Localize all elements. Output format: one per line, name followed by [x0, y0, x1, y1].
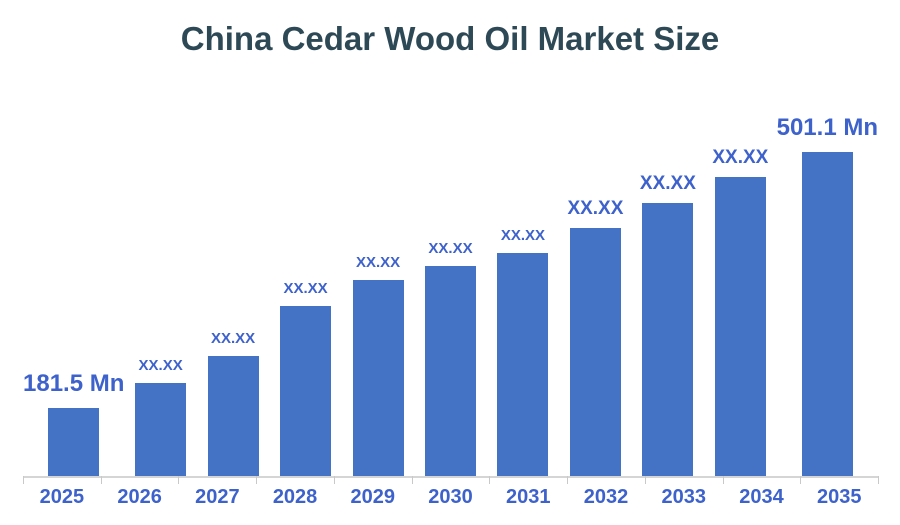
- x-axis-label: 2035: [816, 486, 862, 508]
- chart-title: China Cedar Wood Oil Market Size: [180, 20, 720, 57]
- bar: [569, 228, 621, 477]
- x-axis-tick: [256, 476, 258, 484]
- x-axis-label: 2034: [739, 486, 784, 508]
- bar: [280, 306, 332, 477]
- x-axis-label: 2026: [117, 486, 162, 508]
- x-axis-label: 2030: [428, 486, 473, 508]
- bar-value-label: XX.XX: [428, 240, 473, 257]
- x-axis-label: 2033: [661, 486, 706, 508]
- x-axis-label: 2025: [39, 486, 85, 508]
- x-axis-label: 2027: [195, 486, 240, 508]
- x-axis-tick: [411, 476, 413, 484]
- x-axis-tick: [644, 476, 646, 484]
- bar-group: XX.XX: [487, 77, 559, 477]
- bar: [207, 356, 259, 477]
- x-axis-tick: [567, 476, 569, 484]
- bar-group: XX.XX: [704, 77, 776, 477]
- bar-value-label: XX.XX: [355, 254, 401, 271]
- bar-value-label: XX.XX: [567, 198, 624, 219]
- x-axis-tick: [878, 476, 879, 484]
- bar-group: XX.XX: [342, 77, 414, 477]
- x-axis-tick: [23, 476, 24, 484]
- bar-group: XX.XX: [414, 77, 486, 477]
- x-axis-tick: [178, 476, 180, 484]
- x-axis-line: [23, 476, 878, 478]
- bar-value-label: XX.XX: [211, 330, 256, 347]
- x-axis-label: 2031: [506, 486, 551, 508]
- x-axis-tick: [333, 476, 335, 484]
- x-axis-label: 2032: [583, 486, 629, 508]
- bar-group: XX.XX: [269, 77, 341, 477]
- bar: [714, 177, 766, 477]
- bar-value-label: XX.XX: [712, 147, 769, 168]
- bar: [48, 408, 100, 477]
- bar-group: XX.XX: [632, 77, 704, 477]
- bar-value-label: 181.5 Mn: [23, 370, 125, 397]
- x-axis-tick: [722, 476, 724, 484]
- bar: [642, 203, 694, 477]
- bar-group: XX.XX: [124, 77, 196, 477]
- x-axis-tick: [800, 476, 802, 484]
- bar-value-label: XX.XX: [500, 227, 546, 244]
- bar-group: 181.5 Mn: [23, 77, 124, 477]
- bar-value-label: XX.XX: [138, 357, 183, 374]
- bar-group: XX.XX: [559, 77, 631, 477]
- bar: [135, 383, 187, 477]
- x-axis-label: 2028: [272, 486, 318, 508]
- bar: [352, 280, 404, 477]
- x-axis-tick: [489, 476, 491, 484]
- x-axis-label: 2029: [350, 486, 396, 508]
- bar-group: XX.XX: [197, 77, 269, 477]
- x-axis-tick: [100, 476, 102, 484]
- plot-area: 181.5 Mn XX.XX XX.XX XX.XX XX.XX XX.XX XX.XX XX…: [23, 77, 878, 477]
- bar-value-label: 501.1 Mn: [776, 114, 878, 141]
- bar-value-label: XX.XX: [639, 173, 696, 194]
- bar-group: 501.1 Mn: [777, 77, 878, 477]
- bar: [425, 266, 476, 477]
- bar-value-label: XX.XX: [283, 280, 328, 297]
- x-axis-labels: 2025 2026 2027 2028 2029 2030 2031 2032 2033 2034…: [23, 486, 878, 509]
- bar: [497, 253, 549, 477]
- bar: [801, 152, 853, 477]
